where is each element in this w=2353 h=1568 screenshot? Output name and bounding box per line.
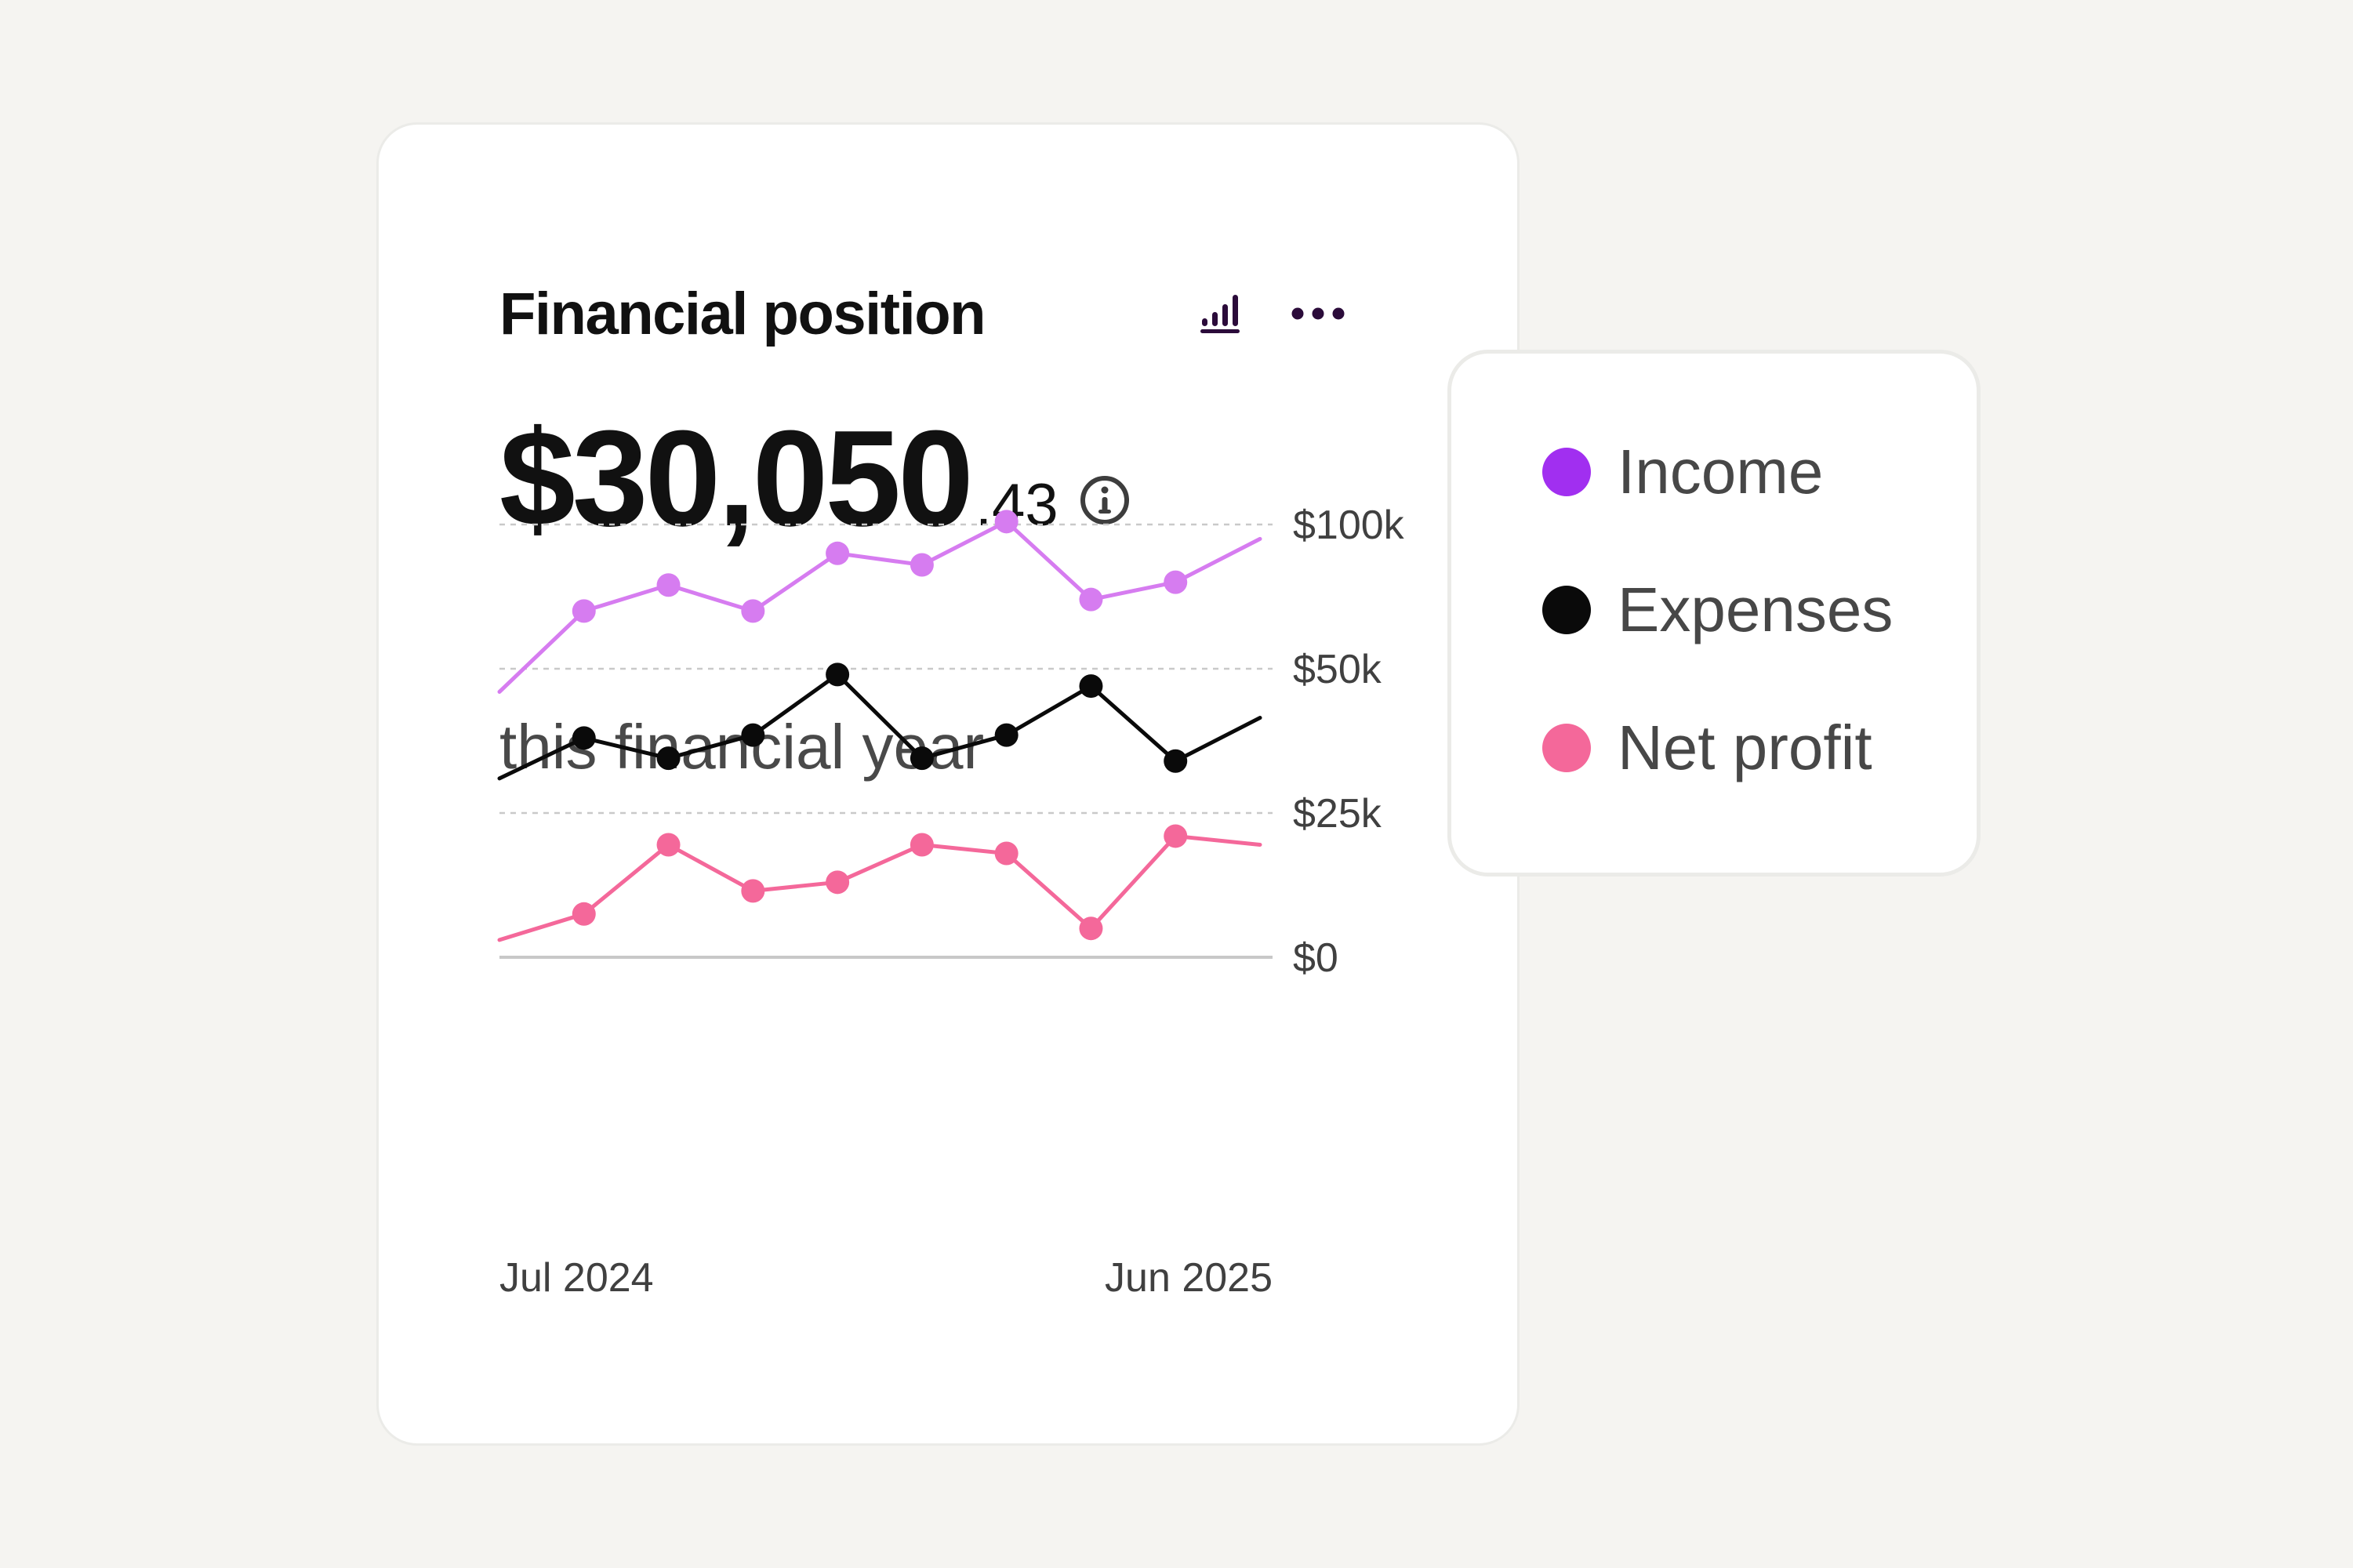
data-point-net-profit (910, 833, 934, 857)
x-tick-label: Jun 2025 (1105, 1255, 1273, 1301)
y-tick-label: $0 (1293, 935, 1338, 981)
chart-legend: Income Expenses Net profit (1447, 350, 1981, 877)
amount-main: $30,050 (499, 401, 974, 554)
data-point-net-profit (826, 870, 850, 895)
legend-item-net-profit: Net profit (1542, 712, 1872, 784)
data-point-expenses (741, 723, 765, 747)
legend-dot-income (1542, 448, 1591, 496)
x-tick-label: Jul 2024 (499, 1255, 654, 1301)
data-point-expenses (1079, 674, 1103, 699)
data-point-expenses (1164, 749, 1188, 773)
series-line-net-profit (497, 833, 1262, 942)
data-point-expenses (572, 726, 596, 750)
legend-item-income: Income (1542, 436, 1823, 508)
card-title: Financial position (499, 281, 986, 347)
data-point-income (572, 599, 596, 623)
data-point-income (994, 510, 1019, 534)
more-horizontal-icon[interactable] (1290, 306, 1346, 321)
series-line-expenses (497, 672, 1262, 781)
data-point-net-profit (572, 902, 596, 926)
data-point-net-profit (741, 879, 765, 903)
info-icon[interactable] (1079, 474, 1131, 526)
data-point-expenses (656, 746, 681, 771)
data-point-net-profit (656, 833, 681, 857)
legend-dot-net-profit (1542, 724, 1591, 772)
financial-position-card: Financial position $30,050 .43 (376, 122, 1520, 1446)
y-tick-label: $25k (1293, 791, 1382, 837)
data-point-income (826, 541, 850, 565)
card-actions (1199, 293, 1346, 334)
data-point-income (1164, 570, 1188, 594)
amount-cents: .43 (975, 472, 1058, 539)
data-point-expenses (826, 662, 850, 687)
y-tick-label: $100k (1293, 503, 1405, 548)
legend-dot-expenses (1542, 586, 1591, 634)
legend-label: Income (1618, 437, 1824, 506)
series-line-income (497, 519, 1262, 694)
data-point-net-profit (1079, 916, 1103, 941)
data-point-income (656, 573, 681, 597)
data-point-net-profit (1164, 824, 1188, 848)
legend-item-expenses: Expenses (1542, 574, 1893, 646)
data-point-expenses (910, 746, 934, 771)
y-tick-label: $50k (1293, 647, 1382, 692)
line-chart: $100k $50k $25k $0 Jul 2024 Jun 2025 (497, 503, 1405, 1301)
data-point-income (910, 553, 934, 577)
data-point-income (741, 599, 765, 623)
data-point-net-profit (994, 841, 1019, 866)
legend-label: Net profit (1618, 713, 1872, 782)
legend-label: Expenses (1618, 575, 1894, 644)
bar-chart-icon[interactable] (1199, 293, 1246, 334)
data-point-income (1079, 587, 1103, 612)
data-point-expenses (994, 723, 1019, 747)
total-amount: $30,050 .43 (499, 399, 1131, 557)
